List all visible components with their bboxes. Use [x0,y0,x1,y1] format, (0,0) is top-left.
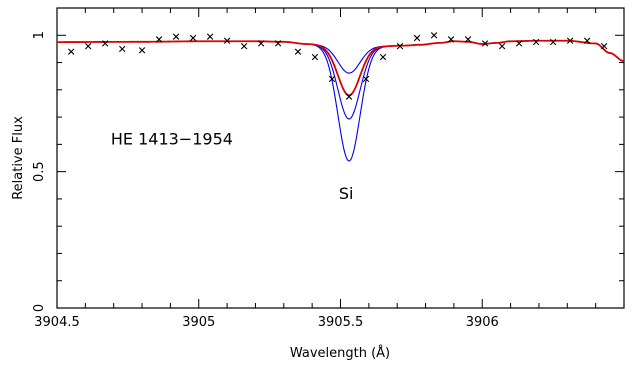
observed-point [345,93,353,100]
annotations: HE 1413−1954 Si [111,129,354,203]
observed-point [67,48,75,55]
observed-point [532,38,540,46]
observed-point [223,37,231,44]
observed-point [464,36,472,43]
model-curves [57,39,625,162]
observed-point [566,37,574,44]
observed-point [413,34,421,42]
observed-point [430,32,438,39]
x-tick-label: 3906 [466,315,499,330]
observed-point [102,40,109,47]
y-tick-label: 0.5 [32,161,47,182]
observed-point [600,42,608,50]
observed-point [498,42,506,50]
observed-point [119,45,126,53]
observed-point [583,37,591,44]
y-axis-label: Relative Flux [11,116,26,200]
observed-point [274,40,282,47]
observed-point [294,48,302,55]
x-tick-label: 3905.5 [318,315,364,330]
observed-point [189,34,197,42]
alternative-curve [57,40,625,74]
observed-point [206,33,214,40]
observed-point [549,38,557,46]
observed-point [155,36,163,43]
x-tick-label: 3905 [182,315,215,330]
observed-point [311,53,319,61]
observed-point [396,42,404,50]
axis-ticks [56,7,625,309]
observed-point [84,42,92,50]
observed-point [257,40,265,47]
observed-point [138,47,146,54]
observed-point [481,40,489,47]
y-tick-label: 1 [32,31,47,39]
observed-point [328,75,336,83]
observed-point [362,75,370,83]
observed-point [172,33,180,40]
element-label: Si [339,184,354,203]
observed-point [515,40,523,47]
x-tick-label: 3904.5 [34,315,80,330]
observed-point [240,42,248,50]
observed-points [67,32,608,100]
y-tick-label: 0 [32,304,47,312]
best-fit-curve [57,39,625,97]
tick-labels: 3904.5 3905 3905.5 3906 0 0.5 1 [32,31,499,330]
observed-point [379,53,387,61]
x-axis-label: Wavelength (Å) [290,345,390,361]
observed-point [447,36,455,43]
star-name-label: HE 1413−1954 [111,129,233,148]
plot-frame [56,7,625,309]
